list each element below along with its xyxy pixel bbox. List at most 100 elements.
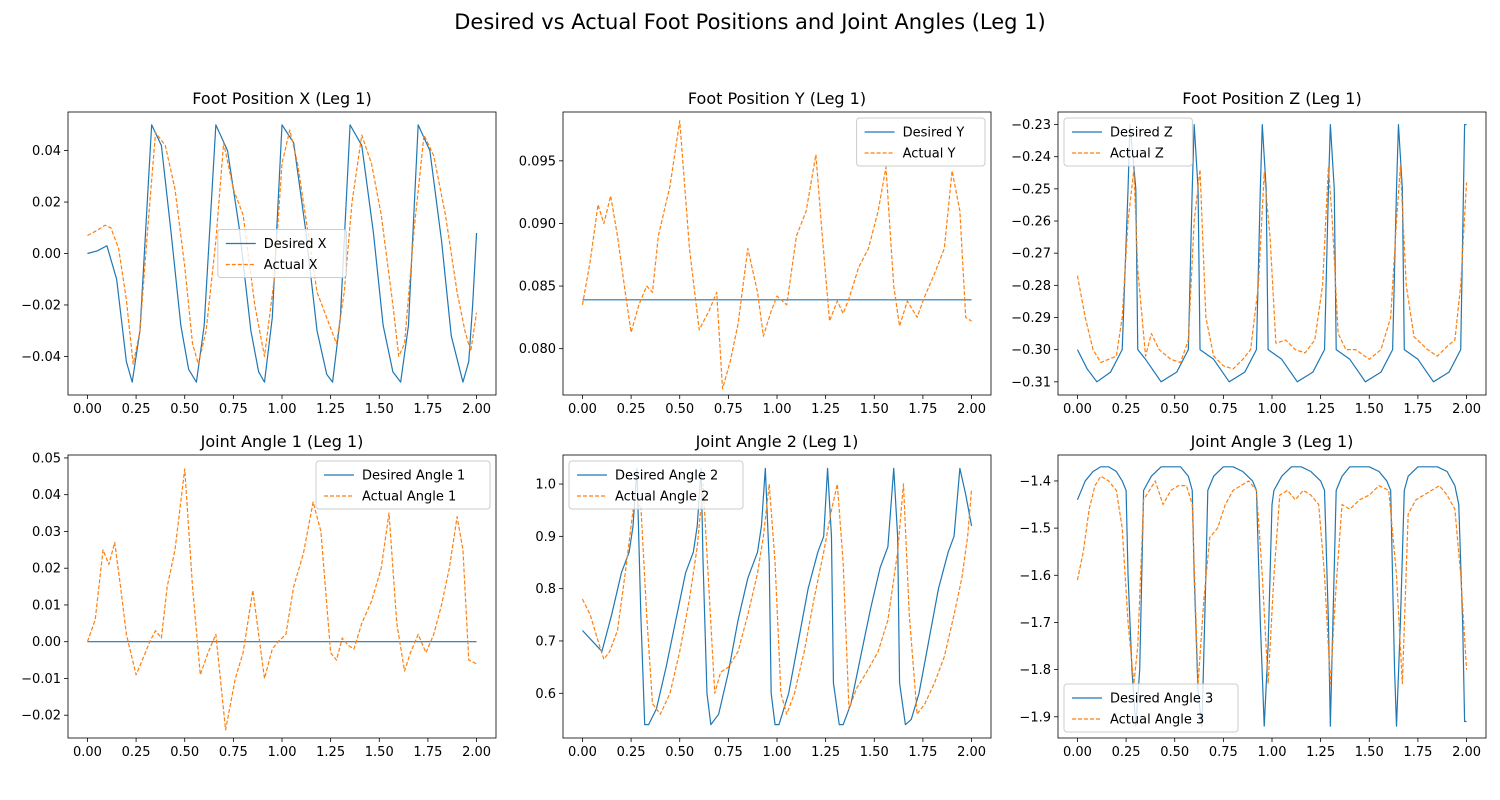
x-tick-label: 0.25 — [617, 745, 646, 760]
y-tick-label: 0.02 — [32, 196, 61, 211]
legend-box — [1063, 117, 1193, 167]
axes-frame — [67, 454, 497, 739]
x-tick-label: 1.25 — [316, 402, 345, 417]
x-tick-label: 1.50 — [860, 402, 889, 417]
figure-title: Desired vs Actual Foot Positions and Joi… — [454, 10, 1046, 34]
y-tick-label: 1.0 — [535, 478, 556, 493]
x-tick-label: 2.00 — [957, 402, 986, 417]
actual-series-line — [581, 483, 973, 715]
y-tick-label: 0.01 — [32, 598, 61, 613]
y-tick-label: −0.04 — [21, 350, 61, 365]
desired-series-line — [582, 467, 973, 726]
legend-label: Actual Angle 1 — [362, 490, 456, 505]
legend-label: Desired X — [264, 237, 327, 252]
legend: Desired Y Actual Y — [856, 117, 986, 167]
legend-box — [568, 460, 744, 510]
x-tick-label: 0.50 — [170, 745, 199, 760]
y-tick-label: −0.29 — [1011, 311, 1051, 326]
subplot-2: Foot Position Y (Leg 1) 0.00 0.25 0.50 0.75 1… — [519, 89, 992, 417]
x-tick-label: 1.50 — [860, 745, 889, 760]
subplot-5: Joint Angle 2 (Leg 1) 0.00 0.25 0.50 0.75 1.0… — [535, 432, 992, 760]
legend-label: Actual Z — [1110, 147, 1164, 162]
y-tick-label: 0.095 — [519, 154, 556, 169]
x-tick-label: 1.50 — [1355, 402, 1384, 417]
legend: Desired Angle 2 Actual Angle 2 — [568, 460, 744, 510]
y-tick-label: −1.5 — [1019, 522, 1051, 537]
x-tick-label: 1.50 — [1355, 745, 1384, 760]
x-tick-label: 1.75 — [908, 745, 937, 760]
y-tick-label: 0.080 — [519, 342, 556, 357]
y-tick-label: −1.6 — [1019, 569, 1051, 584]
x-tick-label: 1.75 — [908, 402, 937, 417]
legend: Desired X Actual X — [217, 229, 347, 278]
subplot-6: Joint Angle 3 (Leg 1) 0.00 0.25 0.50 0.75 1.0… — [1019, 432, 1487, 760]
y-tick-label: 0.00 — [32, 247, 61, 262]
x-tick-label: 0.75 — [714, 402, 743, 417]
desired-series-line — [1076, 466, 1467, 727]
subplot-1: Foot Position X (Leg 1) 0.00 0.25 0.50 0.75 1… — [21, 89, 497, 417]
legend-box — [1063, 683, 1239, 733]
y-tick-label: 0.00 — [32, 635, 61, 650]
axes-frame — [562, 111, 992, 396]
subplot-title: Foot Position Z (Leg 1) — [1182, 89, 1361, 108]
y-tick-label: 0.05 — [32, 451, 61, 466]
x-tick-label: 1.75 — [1403, 745, 1432, 760]
x-tick-label: 1.25 — [1306, 402, 1335, 417]
legend-box — [856, 117, 986, 167]
x-tick-label: 0.50 — [665, 745, 694, 760]
x-tick-label: 1.25 — [316, 745, 345, 760]
legend-box — [217, 229, 347, 278]
axes-frame — [562, 454, 992, 739]
x-tick-label: 1.50 — [365, 745, 394, 760]
actual-series-line — [86, 468, 477, 731]
y-tick-label: 0.090 — [519, 217, 556, 232]
y-tick-label: 0.085 — [519, 280, 556, 295]
y-tick-label: −1.4 — [1019, 474, 1051, 489]
legend-label: Desired Z — [1110, 126, 1173, 141]
x-tick-label: 2.00 — [1452, 402, 1481, 417]
legend-label: Desired Angle 2 — [615, 469, 718, 484]
x-tick-label: 1.00 — [1258, 402, 1287, 417]
x-tick-label: 0.50 — [170, 402, 199, 417]
x-tick-label: 1.00 — [268, 402, 297, 417]
x-tick-label: 1.75 — [413, 402, 442, 417]
y-tick-label: −0.24 — [1011, 150, 1051, 165]
legend-label: Desired Y — [903, 126, 965, 141]
legend-label: Actual X — [264, 258, 318, 273]
y-tick-label: 0.6 — [535, 687, 556, 702]
legend-label: Desired Angle 1 — [362, 469, 465, 484]
desired-series-line — [87, 124, 478, 383]
y-tick-label: 0.03 — [32, 525, 61, 540]
legend-label: Actual Y — [903, 147, 956, 162]
y-tick-label: −0.31 — [1011, 375, 1051, 390]
y-tick-label: −0.02 — [21, 298, 61, 313]
x-tick-label: 0.50 — [665, 402, 694, 417]
x-tick-label: 1.50 — [365, 402, 394, 417]
subplot-title: Foot Position X (Leg 1) — [192, 89, 371, 108]
x-tick-label: 2.00 — [1452, 745, 1481, 760]
y-tick-label: −0.02 — [21, 709, 61, 724]
subplot-title: Foot Position Y (Leg 1) — [688, 89, 866, 108]
x-tick-label: 1.00 — [763, 402, 792, 417]
actual-series-line — [1076, 165, 1468, 370]
axes-frame — [1057, 454, 1487, 739]
x-tick-label: 0.00 — [1063, 402, 1092, 417]
y-tick-label: −1.7 — [1019, 616, 1051, 631]
axes-frame — [67, 111, 497, 396]
legend: Desired Angle 1 Actual Angle 1 — [315, 460, 491, 510]
legend-label: Actual Angle 2 — [615, 490, 709, 505]
x-tick-label: 0.00 — [1063, 745, 1092, 760]
actual-series-line — [87, 129, 478, 365]
x-tick-label: 0.25 — [1112, 402, 1141, 417]
y-tick-label: 0.04 — [32, 144, 61, 159]
x-tick-label: 0.25 — [1112, 745, 1141, 760]
x-tick-label: 0.75 — [1209, 745, 1238, 760]
y-tick-label: 0.02 — [32, 562, 61, 577]
y-tick-label: −1.8 — [1019, 663, 1051, 678]
subplot-3: Foot Position Z (Leg 1) 0.00 0.25 0.50 0.75 1… — [1011, 89, 1487, 417]
subplot-4: Joint Angle 1 (Leg 1) 0.00 0.25 0.50 0.75 1.0… — [21, 432, 497, 760]
y-tick-label: −0.25 — [1011, 182, 1051, 197]
x-tick-label: 2.00 — [462, 402, 491, 417]
x-tick-label: 0.75 — [1209, 402, 1238, 417]
